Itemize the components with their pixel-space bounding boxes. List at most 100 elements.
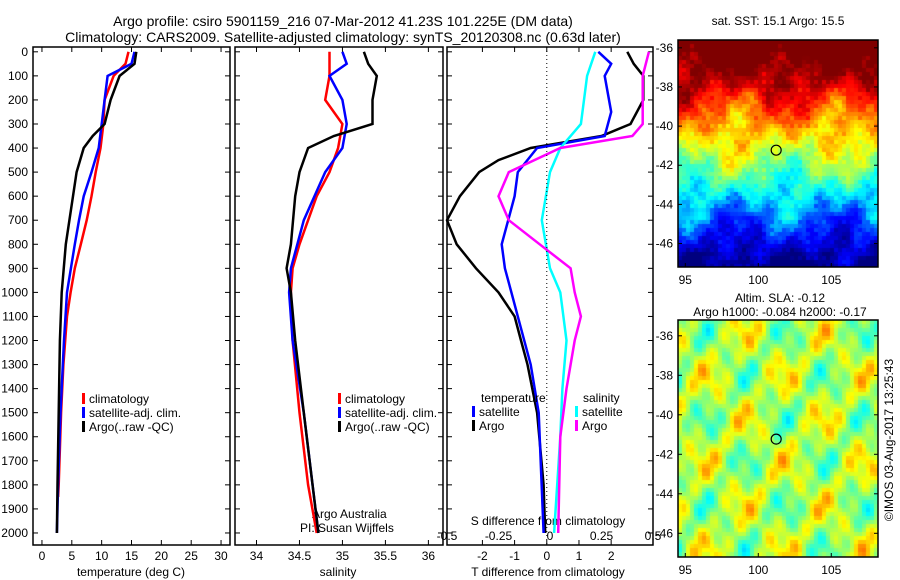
ytick-label: 1400	[1, 382, 28, 396]
argo-location-marker	[770, 433, 782, 445]
map-ytick-label: -36	[656, 329, 674, 343]
sal-legend-label-0: climatology	[345, 392, 405, 406]
series-satellite-adj-clim-	[55, 51, 136, 534]
sal-legend-swatch-2	[338, 421, 341, 432]
xtick-label: 15	[125, 549, 139, 563]
argo-location-marker	[770, 144, 782, 156]
temp-legend-label-0: climatology	[89, 392, 149, 406]
map-ytick-label: -40	[656, 119, 674, 133]
x2tick-label: 0.5	[645, 529, 662, 543]
credit-text: ©IMOS 03-Aug-2017 13:25:43	[882, 359, 896, 522]
map-ytick-label: -38	[656, 368, 674, 382]
map-ytick-label: -44	[656, 487, 674, 501]
ytick-label: 1300	[1, 358, 28, 372]
xtick-label: 36	[422, 549, 436, 563]
map-ytick-label: -38	[656, 80, 674, 94]
map-ytick-label: -42	[656, 158, 674, 172]
ytick-label: 1600	[1, 430, 28, 444]
ytick-label: 700	[8, 213, 28, 227]
map-xtick-label: 95	[679, 273, 693, 287]
title-line-2: Climatology: CARS2009. Satellite-adjuste…	[65, 29, 621, 45]
xtick-label: 10	[95, 549, 109, 563]
x2tick-label: 0.25	[590, 529, 614, 543]
sal-legend-swatch-1	[338, 407, 341, 418]
ytick-label: 500	[8, 165, 28, 179]
map-xtick-label: 100	[748, 273, 768, 287]
xtick-label: 35.5	[374, 549, 398, 563]
legend-salinity-title: salinity	[583, 391, 620, 405]
xtick-label: 34.5	[288, 549, 312, 563]
temp-legend-label-2: Argo(..raw -QC)	[89, 420, 174, 434]
ytick-label: 400	[8, 141, 28, 155]
sdiff-legend-swatch-1	[575, 420, 578, 431]
map-xtick-label: 105	[821, 563, 841, 577]
sst-heatmap	[678, 40, 878, 267]
ytick-label: 1900	[1, 502, 28, 516]
series-s-argo	[497, 51, 651, 534]
temp-legend-label-1: satellite-adj. clim.	[89, 406, 181, 420]
sla-map-title: Altim. SLA: -0.12	[735, 291, 825, 305]
tdiff-legend-swatch-1	[472, 420, 475, 431]
ytick-label: 1500	[1, 406, 28, 420]
map-xtick-label: 100	[748, 563, 768, 577]
ytick-label: 300	[8, 117, 28, 131]
xtick-label: 0	[543, 549, 550, 563]
xtick-label: -2	[477, 549, 488, 563]
sst-map-title: sat. SST: 15.1 Argo: 15.5	[712, 14, 845, 28]
plot-frame-2	[446, 46, 654, 546]
map-ytick-label: -40	[656, 408, 674, 422]
xtick-label: 35	[336, 549, 350, 563]
tdiff-xlabel: T difference from climatology	[471, 565, 625, 579]
x2tick-label: -0.25	[485, 529, 513, 543]
ytick-label: 600	[8, 189, 28, 203]
map-ytick-label: -36	[656, 41, 674, 55]
ytick-label: 0	[21, 45, 28, 59]
ytick-label: 800	[8, 237, 28, 251]
xtick-label: 30	[214, 549, 228, 563]
series-argo-raw-qc-	[285, 51, 379, 534]
tdiff-legend-label-1: Argo	[479, 419, 505, 433]
map-frame-1	[677, 319, 879, 558]
sal-legend-label-1: satellite-adj. clim.	[345, 406, 437, 420]
xtick-label: 25	[185, 549, 199, 563]
sal-legend-swatch-0	[338, 393, 341, 404]
x2tick-label: -0.5	[437, 529, 458, 543]
temp-legend-swatch-0	[82, 393, 85, 404]
series-climatology	[289, 51, 344, 534]
ytick-label: 100	[8, 69, 28, 83]
tdiff-legend-label-0: satellite	[479, 405, 520, 419]
ytick-label: 1700	[1, 454, 28, 468]
series-satellite-adj-clim-	[287, 51, 349, 534]
temperature-xlabel: temperature (deg C)	[77, 565, 185, 579]
xtick-label: 1	[576, 549, 583, 563]
ytick-label: 1000	[1, 285, 28, 299]
map-xtick-label: 95	[679, 563, 693, 577]
series-s-satellite	[540, 51, 597, 534]
title-line-1: Argo profile: csiro 5901159_216 07-Mar-2…	[113, 13, 573, 29]
plot-frame-1	[234, 46, 444, 546]
ytick-label: 200	[8, 93, 28, 107]
xtick-label: 0	[39, 549, 46, 563]
xtick-label: 34	[250, 549, 264, 563]
map-ytick-label: -46	[656, 237, 674, 251]
sal-legend-label-2: Argo(..raw -QC)	[345, 420, 430, 434]
annotation-argo-australia: Argo Australia	[312, 507, 387, 521]
salinity-xlabel: salinity	[320, 565, 357, 579]
xtick-label: -1	[509, 549, 520, 563]
map-frame-0	[677, 39, 879, 268]
series-argo-raw-qc-	[55, 51, 138, 534]
map-ytick-label: -44	[656, 197, 674, 211]
temp-legend-swatch-2	[82, 421, 85, 432]
temp-legend-swatch-1	[82, 407, 85, 418]
ytick-label: 1200	[1, 334, 28, 348]
sla-map-subtitle: Argo h1000: -0.084 h2000: -0.17	[693, 305, 867, 319]
map-ytick-label: -46	[656, 526, 674, 540]
ytick-label: 1100	[2, 309, 28, 323]
sdiff-legend-swatch-0	[575, 406, 578, 417]
annotation-pi: PI: Susan Wijffels	[300, 521, 394, 535]
ytick-label: 1800	[1, 478, 28, 492]
xtick-label: 5	[68, 549, 75, 563]
series-t-satellite	[500, 50, 613, 534]
sdiff-xlabel: S difference from climatology	[471, 514, 626, 528]
